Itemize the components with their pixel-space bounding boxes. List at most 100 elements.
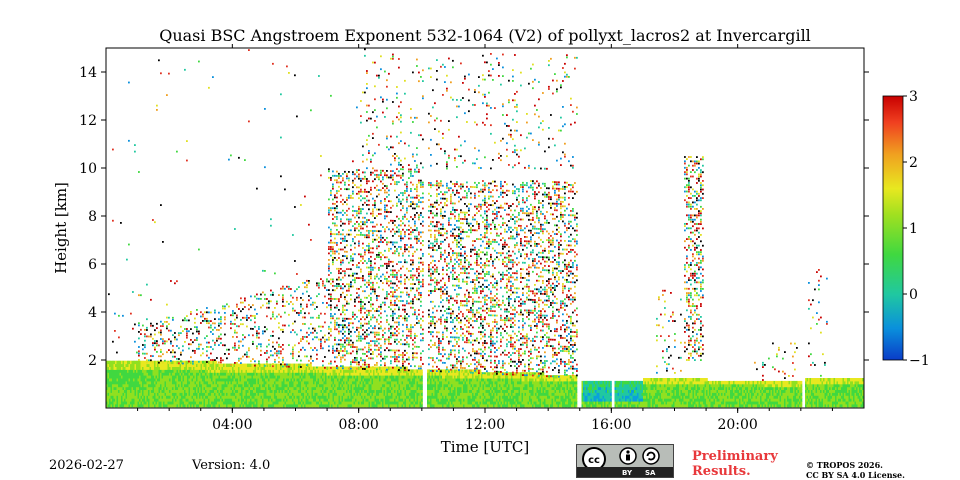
heat-cell xyxy=(145,403,147,408)
heat-cell xyxy=(250,386,252,390)
heat-cell xyxy=(215,389,218,393)
heat-cell xyxy=(275,395,278,399)
heat-cell xyxy=(286,383,288,388)
heat-cell xyxy=(397,392,399,396)
heat-cell xyxy=(125,380,128,385)
heat-cell xyxy=(353,380,356,385)
heat-cell xyxy=(169,401,171,405)
heat-cell xyxy=(356,380,359,385)
heat-cell xyxy=(190,369,192,373)
heat-cell xyxy=(400,380,402,385)
heat-cell xyxy=(295,378,297,382)
heat-cell xyxy=(176,360,179,365)
heat-cell xyxy=(167,401,170,405)
heat-cell xyxy=(289,398,291,402)
heat-cell xyxy=(392,395,395,399)
heat-cell xyxy=(380,383,383,388)
heat-cell xyxy=(397,380,399,385)
heat-cell xyxy=(160,389,162,393)
heat-cell xyxy=(427,389,429,393)
heat-cell xyxy=(244,375,246,379)
heat-cell xyxy=(385,369,387,373)
heat-cell xyxy=(229,398,231,402)
heat-cell xyxy=(217,366,219,370)
heat-cell xyxy=(412,386,414,390)
heat-cell xyxy=(142,375,144,379)
heat-cell xyxy=(298,369,300,373)
heat-cell xyxy=(379,392,381,396)
heat-cell xyxy=(125,360,128,365)
heat-cell xyxy=(128,403,131,408)
heat-cell xyxy=(199,360,201,365)
heat-cell xyxy=(116,401,119,405)
heat-cell xyxy=(392,378,395,382)
heat-cell xyxy=(214,363,216,367)
heat-cell xyxy=(431,383,434,388)
heat-cell xyxy=(446,378,449,382)
heat-cell xyxy=(235,401,237,405)
heat-cell xyxy=(196,375,198,379)
heat-cell xyxy=(362,401,365,405)
heat-cell xyxy=(214,383,216,388)
heat-cell xyxy=(148,398,150,402)
heat-cell xyxy=(197,383,200,388)
heat-cell xyxy=(136,363,138,367)
heat-cell xyxy=(413,369,416,373)
heat-cell xyxy=(352,403,354,408)
heat-cell xyxy=(391,389,393,393)
heat-cell xyxy=(226,403,228,408)
heat-cell xyxy=(287,375,290,379)
heat-cell xyxy=(286,403,288,408)
heat-cell xyxy=(124,372,126,376)
heat-cell xyxy=(115,386,117,390)
heat-cell xyxy=(293,403,296,408)
heat-cell xyxy=(190,392,192,396)
heat-cell xyxy=(397,369,399,373)
heat-cell xyxy=(212,360,215,365)
heat-cell xyxy=(383,366,386,370)
heat-cell xyxy=(269,363,272,367)
heat-cell xyxy=(262,366,264,370)
heat-cell xyxy=(133,401,135,405)
heat-cell xyxy=(250,392,252,396)
heat-cell xyxy=(400,372,402,376)
heat-cell xyxy=(343,366,345,370)
heat-cell xyxy=(131,398,134,402)
heat-cell xyxy=(130,383,132,388)
heat-cell xyxy=(175,372,177,376)
heat-cell xyxy=(134,389,137,393)
heat-cell xyxy=(142,403,144,408)
heat-cell xyxy=(163,392,165,396)
heat-cell xyxy=(146,398,149,402)
heat-cell xyxy=(247,392,249,396)
heat-cell xyxy=(271,403,273,408)
heat-cell xyxy=(433,372,435,376)
heat-cell xyxy=(125,398,128,402)
heat-cell xyxy=(164,360,167,365)
heat-cell xyxy=(409,395,411,399)
heat-cell xyxy=(440,375,443,379)
heat-cell xyxy=(398,383,401,388)
heat-cell xyxy=(200,378,203,382)
heat-cell xyxy=(406,392,408,396)
heat-cell xyxy=(145,375,147,379)
heat-cell xyxy=(259,366,261,370)
heat-cell xyxy=(214,398,216,402)
heat-cell xyxy=(421,395,423,399)
heat-cell xyxy=(421,383,423,388)
heat-cell xyxy=(155,380,158,385)
heat-cell xyxy=(370,386,372,390)
heat-cell xyxy=(356,383,359,388)
heat-cell xyxy=(142,395,144,399)
heat-cell xyxy=(175,369,177,373)
heat-cell xyxy=(427,395,429,399)
heat-cell xyxy=(205,372,207,376)
heat-cell xyxy=(283,366,285,370)
heat-cell xyxy=(214,386,216,390)
heat-cell xyxy=(367,392,369,396)
heat-cell xyxy=(436,375,438,379)
heat-cell xyxy=(217,383,219,388)
heat-cell xyxy=(403,401,405,405)
heat-cell xyxy=(302,378,305,382)
heat-cell xyxy=(215,375,218,379)
